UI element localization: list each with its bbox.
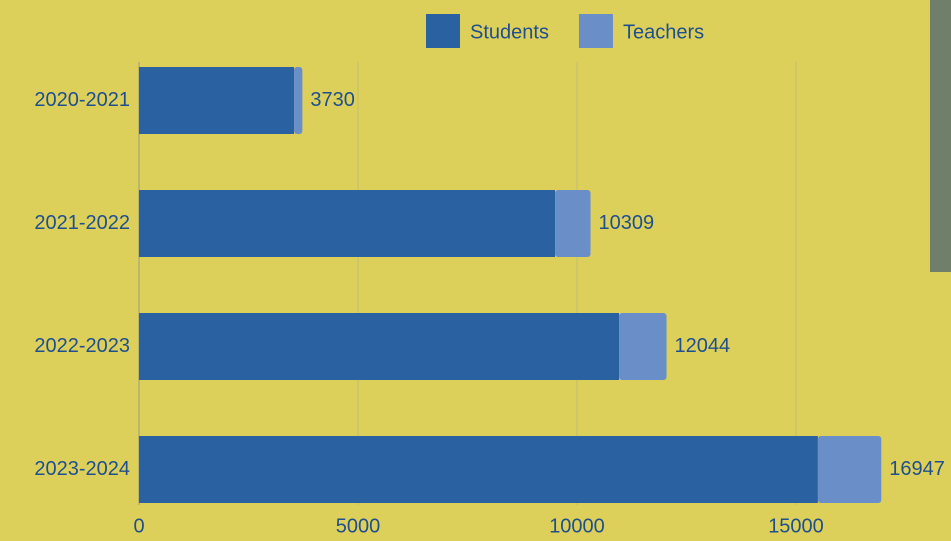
legend-label: Students	[470, 21, 549, 43]
legend-swatch	[426, 14, 460, 48]
bar-segment	[139, 190, 555, 257]
total-label: 3730	[310, 89, 355, 111]
x-tick-label: 0	[133, 515, 144, 537]
legend-label: Teachers	[623, 21, 704, 43]
page: 0 5000 10000 15000 2020-2021 3730 2021-2022 103…	[0, 0, 951, 541]
x-tick-label: 15000	[768, 515, 824, 537]
bar-segment	[139, 436, 818, 503]
chart: 0 5000 10000 15000 2020-2021 3730 2021-2022 103…	[0, 0, 951, 541]
bar-segment	[139, 67, 294, 134]
x-tick-label: 5000	[336, 515, 381, 537]
total-label: 16947	[889, 458, 945, 480]
bar-segment	[818, 436, 881, 503]
y-tick-label: 2022-2023	[34, 335, 130, 357]
total-label: 12044	[675, 335, 731, 357]
y-tick-label: 2020-2021	[34, 89, 130, 111]
bar-segment	[294, 67, 302, 134]
bar-segment	[139, 313, 619, 380]
y-tick-label: 2021-2022	[34, 212, 130, 234]
bar-segment	[619, 313, 666, 380]
total-label: 10309	[599, 212, 655, 234]
y-tick-label: 2023-2024	[34, 458, 130, 480]
legend-swatch	[579, 14, 613, 48]
x-tick-label: 10000	[549, 515, 605, 537]
bar-segment	[555, 190, 590, 257]
photo	[930, 0, 951, 272]
